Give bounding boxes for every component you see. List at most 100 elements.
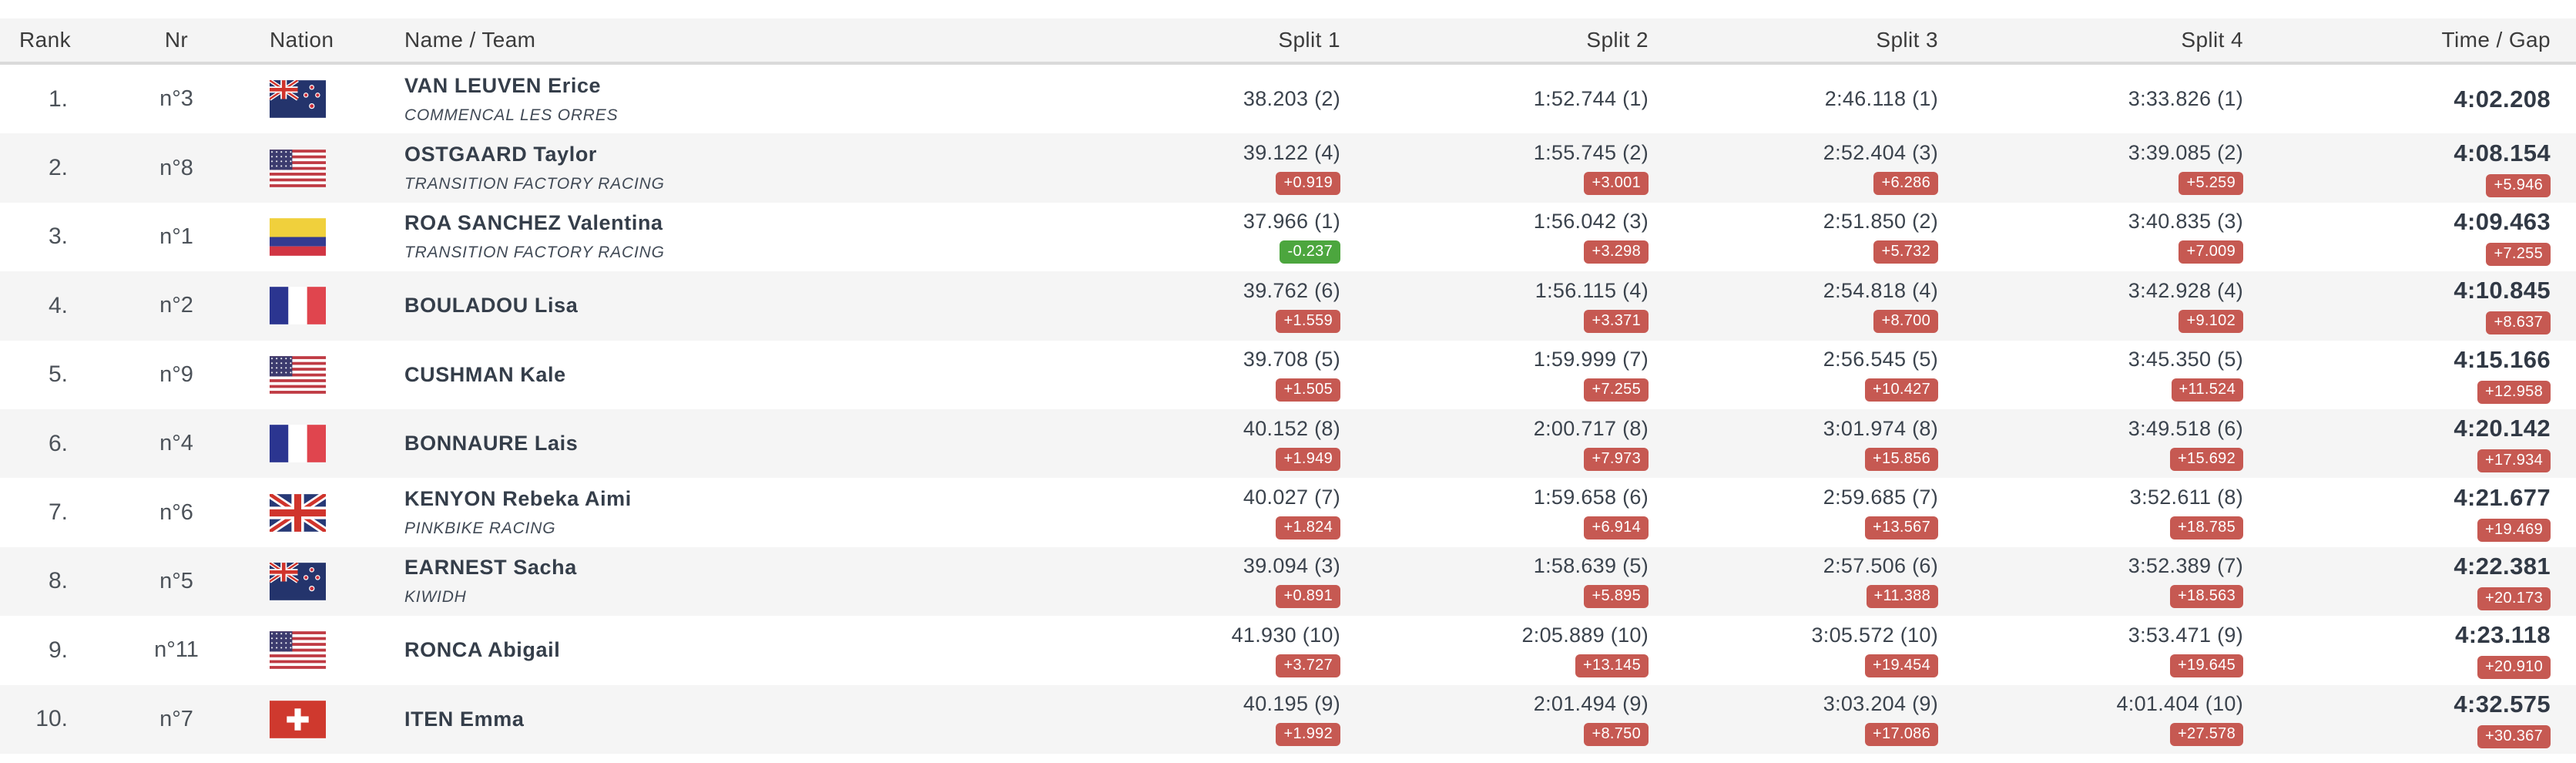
header-rank-label: Rank: [19, 28, 71, 52]
split4-cell: 3:33.826 (1): [1938, 65, 2243, 133]
split2-value: 2:00.717 (8): [1533, 416, 1649, 440]
rank-cell: 9.: [0, 616, 87, 684]
header-nation: Nation: [266, 28, 404, 52]
split4-value: 3:49.518 (6): [2128, 416, 2243, 440]
final-time-value: 4:21.677: [2454, 483, 2551, 511]
name-team-cell: KENYON Rebeka Aimi PINKBIKE RACING: [404, 478, 955, 546]
rider-name: RONCA Abigail: [404, 638, 561, 662]
header-time-gap-label: Time / Gap: [2441, 28, 2551, 52]
bib-number-cell: n°4: [87, 409, 266, 478]
nation-cell: [266, 65, 404, 133]
name-team-cell: BOULADOU Lisa: [404, 271, 955, 340]
rank-value: 1.: [48, 86, 68, 112]
split1-gap-badge: +0.919: [1276, 172, 1340, 196]
time-gap-cell: 4:02.208: [2243, 65, 2576, 133]
split1-cell: 40.152 (8) +1.949: [955, 409, 1340, 478]
split1-cell: 37.966 (1) -0.237: [955, 203, 1340, 271]
split4-gap-badge: +18.785: [2170, 516, 2243, 540]
split3-value: 3:03.204 (9): [1823, 692, 1938, 716]
split2-value: 1:55.745 (2): [1533, 141, 1649, 165]
split4-value: 3:39.085 (2): [2128, 141, 2243, 165]
nation-cell: [266, 133, 404, 202]
flag-usa-icon: [270, 355, 326, 394]
split4-value: 3:33.826 (1): [2128, 87, 2243, 111]
flag-fra-icon: [270, 287, 326, 325]
split2-cell: 1:59.658 (6) +6.914: [1340, 478, 1649, 546]
nation-cell: [266, 409, 404, 478]
rider-name: CUSHMAN Kale: [404, 362, 566, 386]
split1-gap-badge: +1.505: [1276, 378, 1340, 402]
rank-value: 8.: [48, 568, 68, 594]
results-rows: 1. n°3 VAN LEUVEN Erice COMMENCAL LES ORRES…: [0, 65, 2576, 754]
header-nr: Nr: [87, 28, 266, 52]
split4-cell: 3:52.611 (8) +18.785: [1938, 478, 2243, 546]
split4-cell: 3:49.518 (6) +15.692: [1938, 409, 2243, 478]
team-name: COMMENCAL LES ORRES: [404, 106, 619, 124]
team-name: KIWIDH: [404, 588, 467, 607]
split3-gap-badge: +11.388: [1866, 585, 1938, 609]
split1-value: 41.930 (10): [1231, 623, 1340, 647]
rider-name: BONNAURE Lais: [404, 432, 579, 455]
split4-value: 3:42.928 (4): [2128, 278, 2243, 302]
split2-value: 1:59.658 (6): [1533, 486, 1649, 509]
final-time-value: 4:08.154: [2454, 139, 2551, 166]
split2-gap-badge: +3.371: [1584, 309, 1649, 333]
split3-cell: 2:59.685 (7) +13.567: [1649, 478, 1938, 546]
rider-name: BOULADOU Lisa: [404, 294, 579, 318]
rank-cell: 8.: [0, 547, 87, 616]
rank-value: 10.: [35, 706, 68, 732]
bib-number-value: n°6: [159, 499, 193, 525]
split1-value: 39.094 (3): [1243, 554, 1340, 578]
rank-value: 7.: [48, 499, 68, 526]
rank-value: 4.: [48, 292, 68, 318]
header-nation-label: Nation: [270, 28, 334, 52]
rider-name: VAN LEUVEN Erice: [404, 73, 602, 97]
bib-number-cell: n°6: [87, 478, 266, 546]
nation-cell: [266, 616, 404, 684]
time-gap-badge: +30.367: [2477, 724, 2551, 748]
rider-name: ROA SANCHEZ Valentina: [404, 211, 663, 235]
nation-cell: [266, 547, 404, 616]
rider-name: KENYON Rebeka Aimi: [404, 487, 632, 511]
header-separator: [0, 62, 2576, 65]
bib-number-value: n°2: [159, 293, 193, 318]
time-gap-badge: +20.173: [2477, 587, 2551, 610]
split4-cell: 3:45.350 (5) +11.524: [1938, 341, 2243, 409]
split4-cell: 3:42.928 (4) +9.102: [1938, 271, 2243, 340]
split2-cell: 1:56.042 (3) +3.298: [1340, 203, 1649, 271]
split1-value: 39.122 (4): [1243, 141, 1340, 165]
table-row: 1. n°3 VAN LEUVEN Erice COMMENCAL LES ORRES…: [0, 65, 2576, 134]
bib-number-cell: n°5: [87, 547, 266, 616]
split4-cell: 3:52.389 (7) +18.563: [1938, 547, 2243, 616]
split1-cell: 39.094 (3) +0.891: [955, 547, 1340, 616]
name-team-cell: VAN LEUVEN Erice COMMENCAL LES ORRES: [404, 65, 955, 133]
nation-cell: [266, 271, 404, 340]
final-time-value: 4:10.845: [2454, 277, 2551, 304]
top-whitespace: [0, 0, 2576, 18]
rank-cell: 6.: [0, 409, 87, 478]
name-team-cell: CUSHMAN Kale: [404, 341, 955, 409]
team-name: TRANSITION FACTORY RACING: [404, 244, 665, 262]
nation-cell: [266, 203, 404, 271]
split1-value: 40.195 (9): [1243, 692, 1340, 716]
header-time-gap: Time / Gap: [2243, 28, 2576, 52]
split3-cell: 3:05.572 (10) +19.454: [1649, 616, 1938, 684]
flag-usa-icon: [270, 149, 326, 187]
split3-gap-badge: +5.732: [1873, 240, 1938, 264]
header-name-team-label: Name / Team: [404, 28, 536, 52]
split4-cell: 3:53.471 (9) +19.645: [1938, 616, 2243, 684]
flag-col-icon: [270, 218, 326, 256]
rank-value: 3.: [48, 224, 68, 250]
split1-cell: 40.027 (7) +1.824: [955, 478, 1340, 546]
split2-gap-badge: +7.973: [1584, 447, 1649, 471]
bib-number-value: n°7: [159, 706, 193, 731]
rank-cell: 2.: [0, 133, 87, 202]
split2-gap-badge: +3.001: [1584, 172, 1649, 196]
table-row: 4. n°2 BOULADOU Lisa 39.762 (6) +1.559 1:56.1…: [0, 271, 2576, 341]
name-team-cell: OSTGAARD Taylor TRANSITION FACTORY RACING: [404, 133, 955, 202]
split2-value: 2:05.889 (10): [1521, 623, 1649, 647]
split3-gap-badge: +10.427: [1865, 378, 1938, 402]
header-split3: Split 3: [1649, 28, 1938, 52]
split1-cell: 38.203 (2): [955, 65, 1340, 133]
split2-value: 1:52.744 (1): [1533, 87, 1649, 111]
